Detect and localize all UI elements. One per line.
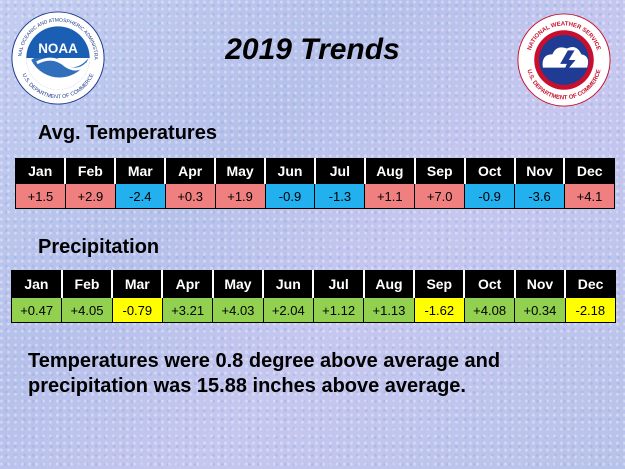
temperature-table: Jan Feb Mar Apr May Jun Jul Aug Sep Oct … (15, 158, 616, 209)
nws-logo-icon: NATIONAL WEATHER SERVICE U.S. DEPARTMENT… (517, 13, 611, 107)
temperature-value-cell: -1.3 (314, 183, 366, 209)
month-header: Feb (61, 270, 114, 298)
temperature-values-row: +1.5 +2.9 -2.4 +0.3 +1.9 -0.9 -1.3 +1.1 … (15, 183, 616, 209)
month-header: Mar (114, 158, 167, 184)
month-header: Dec (563, 158, 616, 184)
month-header: Mar (111, 270, 164, 298)
noaa-logo: NOAA NATIONAL OCEANIC AND ATMOSPHERIC AD… (10, 10, 106, 106)
noaa-logo-text: NOAA (38, 41, 78, 56)
nws-logo: NATIONAL WEATHER SERVICE U.S. DEPARTMENT… (516, 12, 612, 108)
month-header: May (214, 158, 267, 184)
temperature-value-cell: +1.9 (214, 183, 266, 209)
month-header: Oct (463, 270, 516, 298)
month-header: Oct (464, 158, 516, 184)
month-header: Aug (364, 158, 416, 184)
precipitation-value-cell: +0.47 (10, 297, 63, 323)
month-header: Jul (314, 158, 366, 184)
summary-line: precipitation was 15.88 inches above ave… (28, 375, 466, 397)
noaa-logo-icon: NOAA NATIONAL OCEANIC AND ATMOSPHERIC AD… (10, 10, 105, 105)
temperature-value-cell: -3.6 (514, 183, 565, 209)
month-header: Sep (414, 158, 466, 184)
temperature-value-cell: +4.1 (563, 183, 616, 209)
precipitation-value-cell: +0.34 (514, 297, 566, 323)
month-header: Dec (564, 270, 617, 298)
month-header: Feb (64, 158, 117, 184)
precipitation-value-cell: +2.04 (262, 297, 314, 323)
precipitation-value-cell: +3.21 (161, 297, 214, 323)
month-header: Nov (514, 158, 566, 184)
summary-text: Temperatures were 0.8 degree above avera… (28, 349, 608, 399)
precipitation-value-cell: -0.79 (111, 297, 163, 323)
month-header: Jun (262, 270, 315, 298)
precipitation-months-row: Jan Feb Mar Apr May Jun Jul Aug Sep Oct … (10, 270, 617, 298)
precipitation-value-cell: +4.08 (463, 297, 516, 323)
precipitation-value-cell: +4.03 (212, 297, 264, 323)
precipitation-value-cell: -2.18 (564, 297, 617, 323)
month-header: Aug (363, 270, 416, 298)
month-header: Jul (312, 270, 365, 298)
month-header: Jan (10, 270, 63, 298)
month-header: Apr (164, 158, 217, 184)
month-header: May (212, 270, 265, 298)
temperature-value-cell: +1.5 (15, 183, 66, 209)
temperatures-heading: Avg. Temperatures (38, 122, 217, 144)
month-header: Sep (413, 270, 466, 298)
month-header: Jun (264, 158, 316, 184)
precipitation-value-cell: +1.13 (363, 297, 415, 323)
precipitation-value-cell: +4.05 (61, 297, 113, 323)
temperature-value-cell: +0.3 (164, 183, 216, 209)
precipitation-values-row: +0.47 +4.05 -0.79 +3.21 +4.03 +2.04 +1.1… (10, 297, 617, 323)
precipitation-table: Jan Feb Mar Apr May Jun Jul Aug Sep Oct … (10, 270, 617, 323)
precipitation-heading: Precipitation (38, 236, 160, 258)
temperature-value-cell: -0.9 (264, 183, 316, 209)
temperature-value-cell: -0.9 (464, 183, 516, 209)
precipitation-value-cell: +1.12 (312, 297, 365, 323)
temperature-value-cell: +7.0 (414, 183, 466, 209)
temperature-value-cell: -2.4 (114, 183, 166, 209)
temperature-months-row: Jan Feb Mar Apr May Jun Jul Aug Sep Oct … (15, 158, 616, 184)
month-header: Jan (15, 158, 67, 184)
page-title: 2019 Trends (225, 33, 400, 66)
temperature-value-cell: +1.1 (364, 183, 416, 209)
temperature-value-cell: +2.9 (64, 183, 116, 209)
month-header: Nov (514, 270, 567, 298)
precipitation-value-cell: -1.62 (413, 297, 465, 323)
summary-line: Temperatures were 0.8 degree above avera… (28, 350, 501, 372)
month-header: Apr (161, 270, 214, 298)
